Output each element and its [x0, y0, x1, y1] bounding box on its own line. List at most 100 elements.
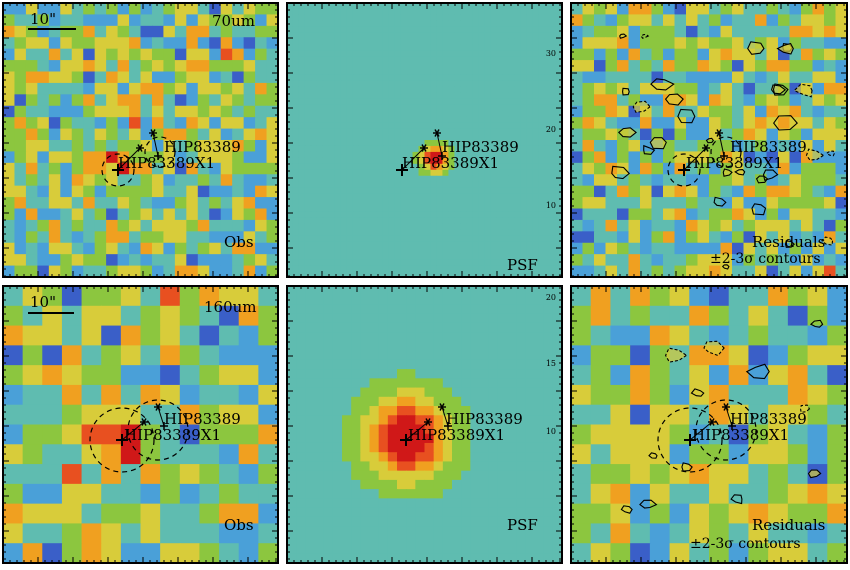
heat-cell	[790, 186, 802, 198]
heat-cell	[317, 200, 324, 207]
heat-cell	[209, 254, 221, 266]
heat-cell	[388, 406, 398, 416]
heat-cell	[425, 351, 435, 361]
heat-cell	[544, 397, 554, 407]
heat-cell	[425, 498, 435, 508]
heat-cell	[395, 86, 402, 93]
heat-cell	[544, 415, 554, 425]
heat-cell	[347, 33, 354, 40]
heat-cell	[425, 235, 432, 242]
heat-cell	[95, 26, 107, 38]
heat-cell	[163, 37, 175, 49]
heat-cell	[305, 480, 315, 490]
heat-cell	[516, 461, 526, 471]
heat-cell	[341, 259, 348, 266]
heat-cell	[448, 86, 455, 93]
heat-cell	[353, 134, 360, 141]
heat-cell	[594, 266, 606, 278]
heat-cell	[335, 223, 342, 230]
heat-cell	[514, 45, 521, 52]
heat-cell	[333, 351, 343, 361]
heat-cell	[353, 164, 360, 171]
heat-cell	[538, 33, 545, 40]
heat-cell	[466, 223, 473, 230]
heat-cell	[472, 128, 479, 135]
heat-cell	[371, 51, 378, 58]
heat-cell	[341, 140, 348, 147]
heat-cell	[26, 220, 38, 232]
heat-cell	[152, 209, 164, 221]
heat-cell	[199, 504, 219, 524]
heat-cell	[434, 314, 444, 324]
heat-cell	[436, 182, 443, 189]
heat-cell	[317, 39, 324, 46]
heat-cell	[461, 471, 471, 481]
heat-cell	[311, 69, 318, 76]
heat-cell	[484, 217, 491, 224]
heat-cell	[686, 37, 698, 49]
heat-cell	[342, 332, 352, 342]
heat-cell	[525, 489, 535, 499]
heat-cell	[317, 57, 324, 64]
heat-cell	[353, 21, 360, 28]
heat-cell	[448, 122, 455, 129]
heat-cell	[221, 186, 233, 198]
heat-cell	[118, 129, 130, 141]
heat-cell	[490, 241, 497, 248]
heat-cell	[535, 341, 545, 351]
heat-cell	[490, 200, 497, 207]
heat-cell	[430, 188, 437, 195]
heat-cell	[371, 146, 378, 153]
heat-cell	[299, 152, 306, 159]
heat-cell	[640, 163, 652, 175]
heat-cell	[37, 243, 49, 255]
heat-cell	[550, 158, 557, 165]
heat-cell	[466, 259, 473, 266]
heat-cell	[472, 229, 479, 236]
heat-cell	[395, 104, 402, 111]
heat-cell	[480, 480, 490, 490]
heat-cell	[544, 15, 551, 22]
heat-cell	[425, 57, 432, 64]
heat-cell	[535, 480, 545, 490]
heat-cell	[507, 461, 517, 471]
heat-cell	[801, 220, 813, 232]
heat-cell	[383, 104, 390, 111]
heat-cell	[419, 15, 426, 22]
heat-cell	[287, 434, 297, 444]
heat-cell	[42, 385, 62, 405]
heat-cell	[377, 211, 384, 218]
heat-cell	[351, 461, 361, 471]
heat-cell	[406, 480, 416, 490]
heat-cell	[544, 27, 551, 34]
heat-cell	[329, 182, 336, 189]
heat-cell	[296, 471, 306, 481]
heat-cell	[23, 425, 43, 445]
heat-cell	[452, 378, 462, 388]
heat-cell	[239, 543, 259, 563]
heat-cell	[520, 229, 527, 236]
heat-cell	[377, 69, 384, 76]
heat-cell	[778, 197, 790, 209]
heat-cell	[365, 206, 372, 213]
heat-cell	[538, 122, 545, 129]
heat-cell	[26, 231, 38, 243]
heat-cell	[401, 51, 408, 58]
heat-cell	[232, 197, 244, 209]
heat-cell	[496, 253, 503, 260]
heat-cell	[371, 194, 378, 201]
heat-cell	[377, 39, 384, 46]
heat-cell	[141, 140, 153, 152]
heat-cell	[293, 122, 300, 129]
heat-cell	[232, 94, 244, 106]
heat-cell	[430, 86, 437, 93]
heat-cell	[160, 286, 180, 306]
heat-cell	[640, 49, 652, 61]
heat-cell	[466, 235, 473, 242]
heat-cell	[472, 80, 479, 87]
heat-cell	[353, 241, 360, 248]
heat-cell	[516, 443, 526, 453]
heat-cell	[535, 351, 545, 361]
heat-cell	[324, 332, 334, 342]
heat-cell	[397, 295, 407, 305]
